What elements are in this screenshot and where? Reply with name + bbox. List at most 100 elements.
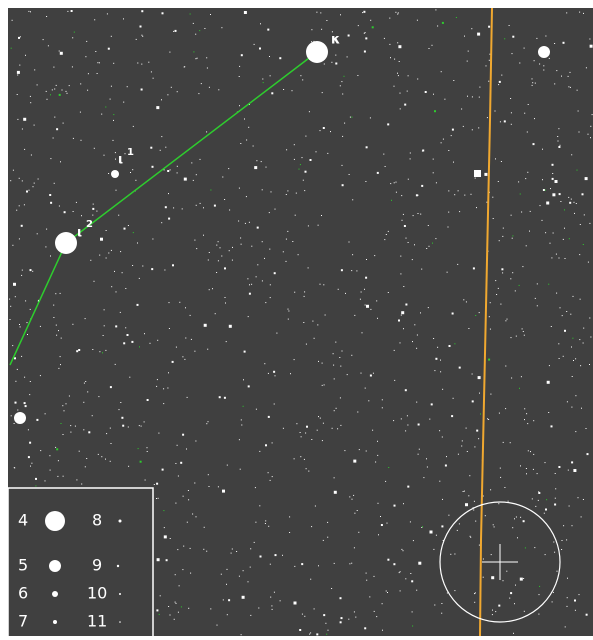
background-star xyxy=(254,166,258,170)
background-star xyxy=(80,139,82,141)
background-star xyxy=(515,584,516,586)
background-star xyxy=(567,469,569,471)
background-star xyxy=(120,251,122,253)
background-star xyxy=(55,324,57,326)
background-star xyxy=(500,161,502,162)
background-star xyxy=(243,350,246,353)
background-star xyxy=(570,198,572,200)
background-star xyxy=(168,372,169,374)
background-star xyxy=(290,373,291,375)
background-star xyxy=(545,232,547,234)
background-star xyxy=(488,80,490,82)
background-star xyxy=(469,535,471,537)
background-star xyxy=(510,337,512,339)
background-star xyxy=(132,169,134,171)
background-star xyxy=(273,370,276,373)
background-star xyxy=(72,137,74,139)
star xyxy=(538,46,550,58)
background-star xyxy=(523,578,525,579)
background-star xyxy=(575,395,577,397)
background-star xyxy=(421,527,423,528)
background-star xyxy=(554,180,558,183)
background-star xyxy=(165,146,167,148)
background-star xyxy=(132,125,134,127)
background-star xyxy=(149,342,151,344)
background-star xyxy=(325,622,327,624)
background-star xyxy=(163,510,165,512)
background-star xyxy=(45,246,47,248)
background-star xyxy=(568,86,570,88)
background-star xyxy=(323,284,325,286)
background-star xyxy=(229,209,231,211)
background-star xyxy=(56,128,59,131)
background-star xyxy=(63,410,65,412)
background-star xyxy=(218,89,220,91)
background-star xyxy=(331,31,333,33)
star-label: ι xyxy=(77,226,82,241)
background-star xyxy=(238,187,240,189)
background-star xyxy=(393,420,395,422)
background-star xyxy=(423,477,425,479)
background-star xyxy=(509,597,511,599)
background-star xyxy=(311,41,313,43)
background-star xyxy=(499,121,501,123)
background-star xyxy=(28,10,30,12)
background-star xyxy=(358,449,360,451)
background-star xyxy=(265,302,267,304)
background-star xyxy=(488,358,491,361)
background-star xyxy=(411,259,413,261)
background-star xyxy=(25,54,26,56)
background-star xyxy=(409,521,411,523)
background-star xyxy=(566,597,568,599)
background-star xyxy=(123,101,125,103)
background-star xyxy=(470,536,472,538)
background-star xyxy=(451,312,454,315)
background-star xyxy=(299,432,301,433)
background-star xyxy=(96,210,98,212)
background-star xyxy=(421,184,424,187)
background-star xyxy=(371,26,374,29)
star-label: ι xyxy=(118,153,123,168)
background-star xyxy=(331,588,333,589)
background-star xyxy=(534,297,536,299)
background-star xyxy=(19,324,20,325)
background-star xyxy=(556,70,558,72)
background-star xyxy=(387,292,389,293)
background-star xyxy=(110,35,112,37)
background-star xyxy=(255,408,257,410)
background-star xyxy=(435,238,437,240)
background-star xyxy=(347,34,350,37)
background-star xyxy=(486,201,488,203)
background-star xyxy=(9,298,11,300)
background-star xyxy=(195,174,197,176)
background-star xyxy=(150,71,152,73)
background-star xyxy=(286,149,288,151)
background-star xyxy=(326,633,328,635)
background-star xyxy=(35,485,37,487)
background-star xyxy=(208,486,210,487)
background-star xyxy=(19,326,21,328)
background-star xyxy=(581,193,584,196)
background-star xyxy=(434,604,436,606)
background-star xyxy=(194,350,196,352)
background-star xyxy=(105,257,107,259)
background-star xyxy=(30,465,31,467)
background-star xyxy=(584,177,588,181)
background-star xyxy=(288,310,290,312)
background-star xyxy=(406,415,408,417)
background-star xyxy=(571,406,573,408)
background-star xyxy=(525,178,527,180)
background-star xyxy=(542,148,543,150)
background-star xyxy=(502,227,504,229)
background-star xyxy=(151,165,154,168)
background-star xyxy=(544,554,546,556)
background-star xyxy=(169,51,171,53)
background-star xyxy=(477,376,481,380)
background-star xyxy=(146,399,149,401)
background-star xyxy=(400,314,402,316)
background-star xyxy=(62,405,64,407)
background-star xyxy=(206,131,208,133)
background-star xyxy=(173,30,175,32)
background-star xyxy=(261,241,263,243)
background-star xyxy=(78,450,80,452)
